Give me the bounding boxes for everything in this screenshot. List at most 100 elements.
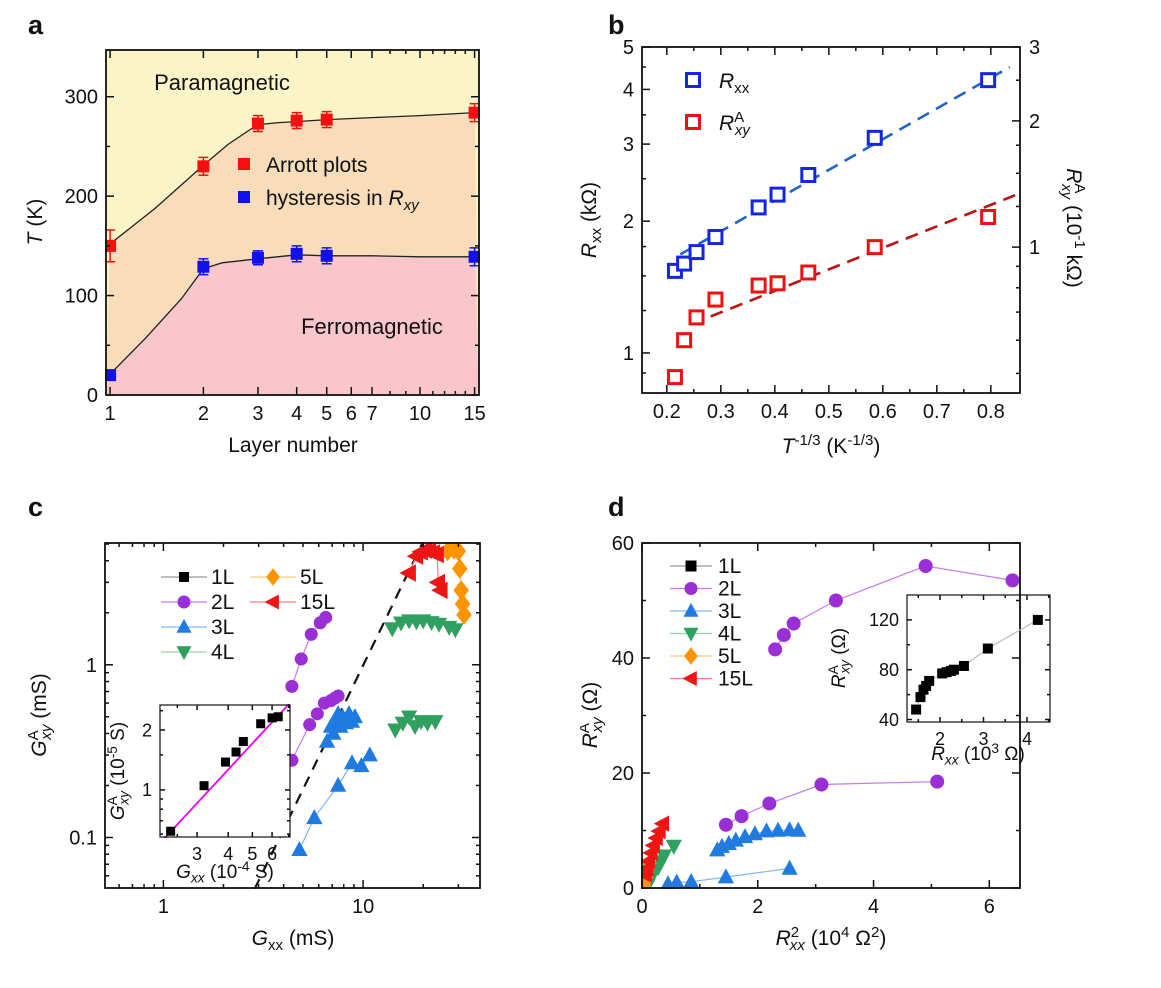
data-point <box>948 664 959 675</box>
guide-line <box>163 704 291 838</box>
legend-marker-5L <box>684 647 698 665</box>
y-tick-label: 40 <box>879 710 899 730</box>
data-point <box>197 160 210 173</box>
data-point <box>930 774 945 789</box>
axes: 1 10 0.1 1 <box>69 542 481 918</box>
data-point <box>688 309 705 326</box>
legend-label-3L: 3L <box>718 600 741 623</box>
data-point <box>387 723 404 739</box>
data-point <box>306 809 323 825</box>
data-point <box>431 581 448 599</box>
data-point <box>427 715 444 731</box>
data-point <box>220 757 230 767</box>
x-tick-label: 1 <box>105 403 116 425</box>
guide-line <box>253 542 425 889</box>
legend-label-arrott: Arrott plots <box>266 154 368 177</box>
x-tick-label: 3 <box>192 844 202 864</box>
y2-tick-label: 1 <box>1029 237 1040 259</box>
y-axis-label: Rxx (kΩ) <box>580 182 605 258</box>
legend-marker-4L <box>176 646 192 661</box>
legend-marker-3L <box>683 602 699 617</box>
series-1L <box>911 614 1043 715</box>
data-point <box>353 757 370 773</box>
series-2L <box>285 610 345 767</box>
data-point <box>918 559 933 573</box>
x-axis-label: R2 xx (104 Ω2) <box>776 924 887 954</box>
data-layer <box>105 102 480 382</box>
data-point <box>768 642 783 657</box>
series-15L <box>399 542 448 599</box>
y-tick-label: 0.1 <box>69 827 97 849</box>
data-point <box>384 622 401 638</box>
data-point <box>273 712 283 722</box>
data-point <box>290 247 303 260</box>
data-point <box>734 809 749 824</box>
y2-tick-label: 3 <box>1029 37 1040 59</box>
x-tick-label: 0.3 <box>707 401 735 423</box>
legend-marker-15L <box>264 594 279 610</box>
legend-marker-Rxx <box>685 72 701 88</box>
series-3L <box>291 705 378 856</box>
x-tick-label: 2 <box>198 403 209 425</box>
x-tick-label: 1 <box>158 896 169 918</box>
panel-b-resistance-vs-temperature-chart: 0.2 0.3 0.4 0.5 0.6 0.7 0.8 1 2 3 4 5 1 2 3 T-1/3 (K-1/… <box>580 37 1088 458</box>
x-tick-label: 7 <box>366 403 377 425</box>
y2-tick-label: 2 <box>1029 111 1040 133</box>
y-axis-label: RAxy (Ω) <box>826 628 853 688</box>
data-point <box>814 777 829 792</box>
data-point <box>958 660 969 671</box>
data-point <box>866 239 883 256</box>
data-point <box>707 229 724 246</box>
y-tick-label: 2 <box>623 211 634 233</box>
data-point <box>769 186 786 203</box>
x-tick-label: 2 <box>752 896 763 918</box>
data-point <box>800 264 817 281</box>
data-point <box>291 841 308 856</box>
data-point <box>676 332 693 349</box>
x-tick-label: 2 <box>935 729 945 749</box>
series-arrott <box>105 102 480 263</box>
data-point <box>197 260 210 273</box>
axes: 0.2 0.3 0.4 0.5 0.6 0.7 0.8 1 2 3 4 5 1 2 3 <box>623 37 1040 423</box>
legend-marker-RxyA <box>685 114 701 130</box>
data-point <box>980 72 997 89</box>
y-tick-label: 0 <box>623 878 634 900</box>
panel-label-c: c <box>28 492 44 522</box>
data-point <box>105 369 117 382</box>
data-point <box>982 643 993 654</box>
legend-marker-2L <box>177 595 191 609</box>
x-tick-label: 10 <box>409 403 431 425</box>
x-tick-label: 0.2 <box>653 401 681 423</box>
data-point <box>231 747 241 757</box>
data-point <box>319 610 333 624</box>
x-axis-label: Gxx (mS) <box>252 927 335 954</box>
legend-label-5L: 5L <box>718 645 741 668</box>
legend-label-Rxx: Rxx <box>719 70 750 97</box>
data-point <box>769 275 786 292</box>
data-point <box>290 114 303 127</box>
data-point <box>320 249 333 262</box>
x-tick-label: 0.6 <box>869 401 897 423</box>
series-1L <box>166 712 283 836</box>
annotation-1: Ferromagnetic <box>301 314 443 339</box>
data-point <box>915 692 926 703</box>
data-point <box>786 616 801 631</box>
legend-label-15L: 15L <box>300 591 335 614</box>
series-hysteresis <box>105 245 480 382</box>
x-tick-label: 0.5 <box>815 401 843 423</box>
x-tick-label: 3 <box>978 729 988 749</box>
data-point <box>330 776 347 792</box>
legend-label-RxyA: RA xy <box>719 109 751 139</box>
y-axis-label: GAxy (10-5 S) <box>105 722 132 820</box>
data-point <box>1032 614 1043 625</box>
data-point <box>911 704 922 715</box>
x-tick-label: 6 <box>267 844 277 864</box>
chart-a: 1 2 3 4 5 6 7 10 15 0 100 200 300 Layer number T (K) Ar… <box>24 49 486 457</box>
x-tick-label: 0.7 <box>923 401 951 423</box>
y-tick-label: 1 <box>86 655 97 677</box>
